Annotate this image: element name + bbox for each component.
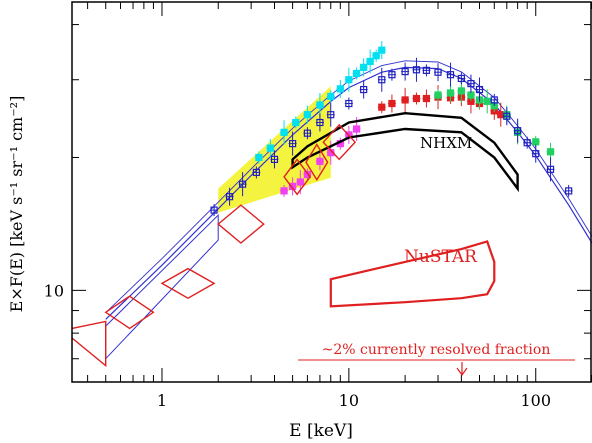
cyan-point — [316, 101, 324, 109]
blue-point — [289, 140, 297, 148]
cyan-point — [378, 46, 386, 54]
green-point — [434, 91, 442, 99]
tick-labels: 1 10 100 10 — [44, 281, 551, 410]
plot-area — [71, 41, 592, 368]
red-point — [401, 96, 409, 104]
blue-point — [252, 168, 260, 177]
blue-point — [434, 68, 442, 76]
blue-point — [467, 80, 475, 88]
cyan-point — [352, 69, 361, 78]
magenta-point — [316, 157, 324, 165]
cyan-point — [303, 111, 312, 119]
blue-point — [532, 150, 540, 158]
blue-point — [475, 85, 484, 94]
blue-point — [360, 85, 368, 94]
blue-point — [238, 180, 247, 188]
cyan-point — [372, 52, 380, 60]
magenta-point — [296, 178, 304, 186]
x-tick-label: 100 — [520, 391, 551, 410]
rhombus — [322, 123, 357, 161]
blue-point — [401, 68, 409, 76]
cyan-point — [280, 128, 288, 136]
cyan-point — [266, 144, 274, 152]
nustar-label: NuSTAR — [404, 247, 478, 267]
green-point — [532, 138, 540, 146]
blue-point — [523, 139, 531, 147]
green-point — [546, 148, 555, 156]
cyan-point — [345, 76, 353, 84]
axis-ticks — [72, 2, 592, 382]
red-point — [412, 94, 421, 103]
blue-point — [546, 165, 555, 173]
blue-point — [490, 96, 498, 104]
magenta-point — [280, 187, 288, 195]
blue-point — [210, 206, 218, 214]
green-point — [457, 87, 465, 95]
blue-point — [345, 99, 353, 108]
green-point — [467, 91, 475, 99]
rhombus — [305, 143, 329, 182]
blue-point — [446, 71, 455, 79]
cyan-point — [366, 57, 374, 66]
magenta-point — [352, 125, 361, 133]
blue-point — [303, 129, 312, 137]
rhombus — [217, 204, 265, 244]
red-point — [388, 99, 396, 108]
blue-point — [412, 66, 421, 74]
plot-frame — [71, 1, 592, 383]
nustar-sensitivity — [329, 240, 496, 308]
resolved-fraction-label: ~2% currently resolved fraction — [322, 342, 551, 358]
magenta-point — [303, 170, 312, 179]
resolved-arrow-head — [456, 367, 468, 377]
blue-point — [422, 66, 431, 74]
blue-point — [388, 71, 396, 79]
red-point — [422, 94, 431, 103]
cyan-point — [292, 118, 300, 127]
cyan-point — [336, 85, 344, 93]
x-axis-label: E [keV] — [289, 421, 353, 441]
nhxm-label: NHXM — [420, 134, 472, 152]
blue-point — [270, 155, 279, 163]
rhombus-edge — [71, 320, 107, 368]
blue-point — [457, 74, 465, 83]
blue-point — [503, 112, 511, 120]
rhombus — [160, 267, 216, 300]
blue-point — [565, 187, 573, 195]
nhxm-sensitivity — [291, 111, 519, 193]
cyan-point — [360, 63, 368, 71]
x-tick-label: 1 — [157, 391, 167, 410]
red-point — [378, 103, 386, 111]
rhombus — [104, 295, 155, 330]
y-axis-label: E×F(E) [keV s⁻¹ sr⁻¹ cm⁻²] — [7, 96, 26, 313]
blue-point — [327, 111, 335, 119]
cyan-point — [255, 153, 263, 162]
green-point — [483, 97, 491, 105]
blue-point — [514, 127, 522, 135]
model-curve — [105, 66, 592, 320]
resolved-fraction-arrow — [298, 359, 575, 377]
low-energy-band — [105, 214, 219, 360]
x-tick-label: 10 — [339, 391, 359, 410]
blue-point — [316, 118, 324, 127]
green-point — [446, 89, 455, 97]
y-tick-label: 10 — [44, 281, 64, 300]
cyan-point — [327, 92, 335, 101]
blue-point — [378, 76, 386, 84]
blue-point — [225, 193, 234, 201]
rhombus — [283, 158, 311, 196]
model-curve-upper — [105, 60, 592, 314]
